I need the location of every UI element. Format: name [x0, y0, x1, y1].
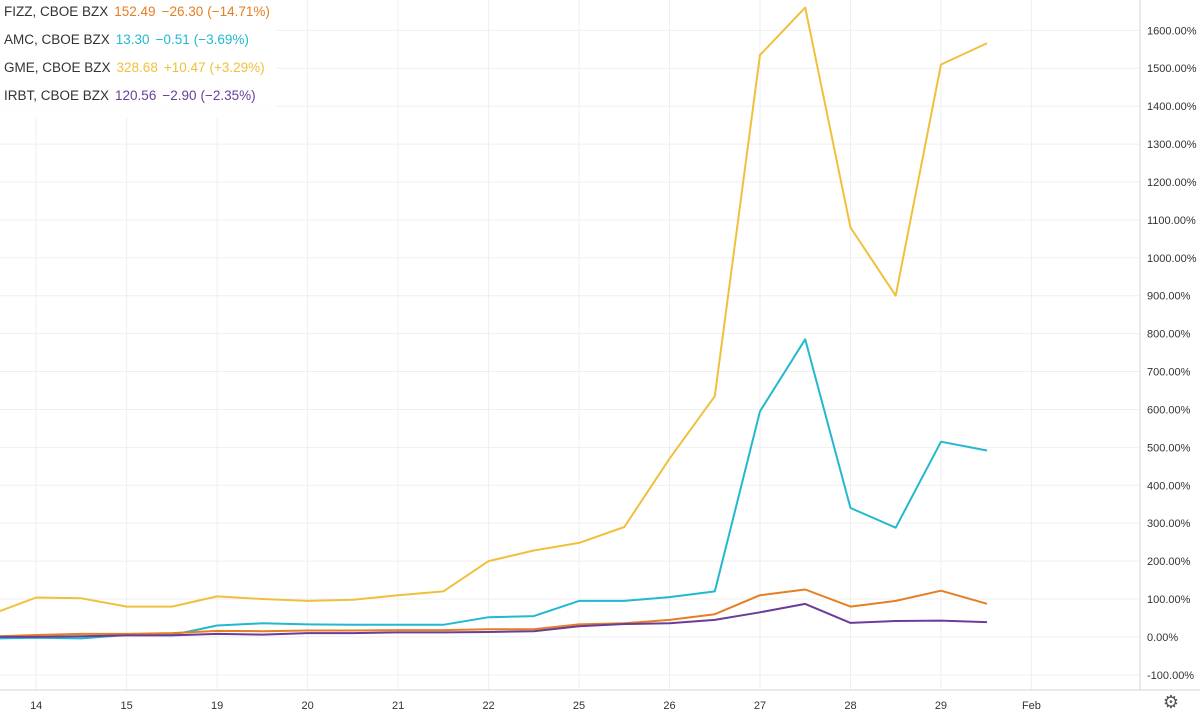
x-tick-label: 14 — [30, 700, 42, 712]
x-tick-label: 28 — [844, 700, 856, 712]
series-line — [0, 6, 988, 613]
legend-item-gme[interactable]: GME, CBOE BZX 328.68 +10.47 (+3.29%) — [4, 58, 270, 86]
legend-change: −0.51 — [155, 32, 190, 47]
x-tick-label: 20 — [301, 700, 313, 712]
y-tick-label: 600.00% — [1147, 404, 1191, 416]
x-tick-label: 26 — [663, 700, 675, 712]
y-tick-label: 900.00% — [1147, 291, 1191, 303]
y-tick-label: 1200.00% — [1147, 177, 1197, 189]
legend-value: 13.30 — [115, 32, 150, 47]
legend-item-amc[interactable]: AMC, CBOE BZX 13.30 −0.51 (−3.69%) — [4, 30, 270, 58]
legend-value: 120.56 — [115, 88, 157, 103]
y-tick-label: 1500.00% — [1147, 63, 1197, 75]
y-tick-label: 1400.00% — [1147, 101, 1197, 113]
y-tick-label: 400.00% — [1147, 480, 1191, 492]
legend: FIZZ, CBOE BZX 152.49 −26.30 (−14.71%) AMC,… — [0, 0, 276, 118]
y-tick-label: 0.00% — [1147, 632, 1178, 644]
legend-percent: (−2.35%) — [200, 88, 256, 103]
legend-change: −26.30 — [161, 4, 204, 19]
x-tick-label: 21 — [392, 700, 404, 712]
series-lines — [0, 6, 988, 640]
legend-symbol: GME, CBOE BZX — [4, 60, 111, 75]
x-tick-label: Feb — [1022, 700, 1041, 712]
y-tick-label: 500.00% — [1147, 442, 1191, 454]
y-tick-label: 800.00% — [1147, 329, 1191, 341]
y-tick-label: 1600.00% — [1147, 25, 1197, 37]
legend-symbol: IRBT, CBOE BZX — [4, 88, 110, 103]
series-line — [0, 602, 988, 638]
x-tick-label: 29 — [935, 700, 947, 712]
legend-percent: (+3.29%) — [209, 60, 265, 75]
series-line — [0, 338, 988, 640]
x-tick-label: 19 — [211, 700, 223, 712]
y-axis: -100.00% 0.00% 100.00% 200.00% 300.00% 400.00… — [1147, 25, 1197, 682]
legend-value: 328.68 — [116, 60, 158, 75]
grid — [0, 0, 1140, 690]
x-tick-label: 15 — [121, 700, 133, 712]
gear-icon[interactable]: ⚙ — [1162, 692, 1180, 713]
legend-value: 152.49 — [114, 4, 156, 19]
y-tick-label: 100.00% — [1147, 594, 1191, 606]
x-axis: 14 15 19 20 21 22 25 26 27 28 29 Feb — [30, 700, 1041, 712]
legend-percent: (−14.71%) — [207, 4, 270, 19]
legend-change: −2.90 — [162, 88, 197, 103]
y-tick-label: 200.00% — [1147, 556, 1191, 568]
x-tick-label: 25 — [573, 700, 585, 712]
legend-item-irbt[interactable]: IRBT, CBOE BZX 120.56 −2.90 (−2.35%) — [4, 86, 270, 114]
y-tick-label: 1100.00% — [1147, 215, 1196, 227]
y-tick-label: -100.00% — [1147, 670, 1194, 682]
series-line — [0, 588, 988, 638]
y-tick-label: 300.00% — [1147, 518, 1191, 530]
legend-symbol: AMC, CBOE BZX — [4, 32, 110, 47]
legend-item-fizz[interactable]: FIZZ, CBOE BZX 152.49 −26.30 (−14.71%) — [4, 2, 270, 30]
y-tick-label: 700.00% — [1147, 367, 1191, 379]
legend-symbol: FIZZ, CBOE BZX — [4, 4, 109, 19]
y-tick-label: 1300.00% — [1147, 139, 1197, 151]
y-tick-label: 1000.00% — [1147, 253, 1197, 265]
legend-percent: (−3.69%) — [193, 32, 249, 47]
legend-change: +10.47 — [163, 60, 206, 75]
x-tick-label: 22 — [482, 700, 494, 712]
x-tick-label: 27 — [754, 700, 766, 712]
